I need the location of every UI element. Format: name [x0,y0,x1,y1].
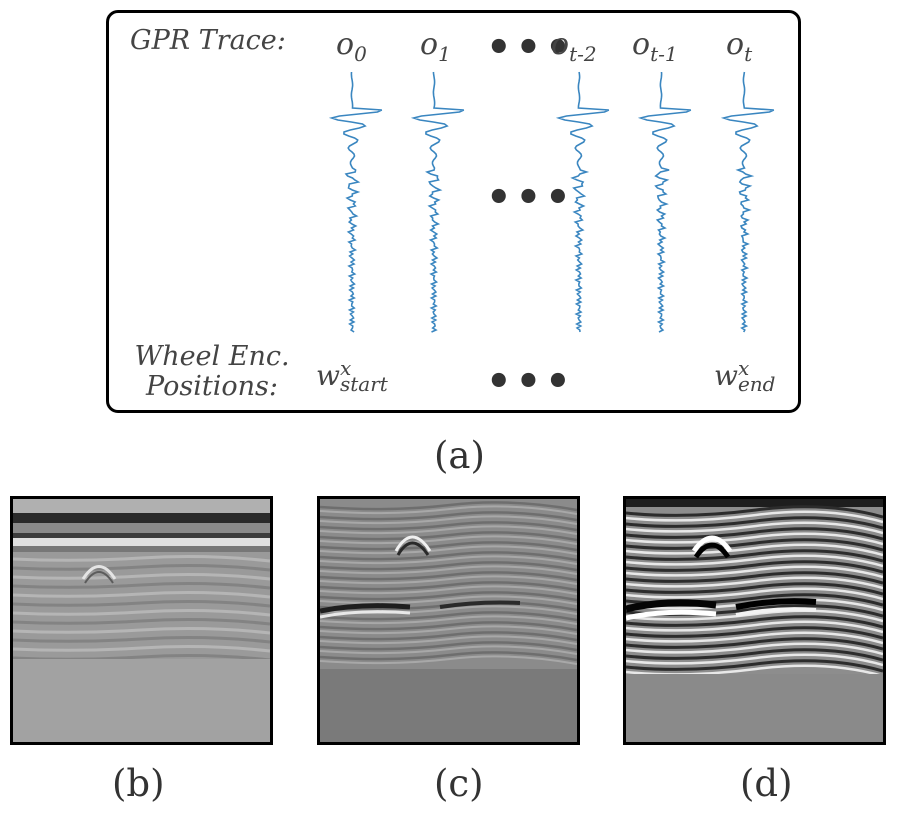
encoder-end-label: wx end [714,356,776,396]
encoder-start-label: wx start [316,356,388,396]
caption-c: (c) [434,762,484,805]
bscan-filtered [317,496,580,745]
obs-label-2: ot-2 [551,27,597,67]
bscan-raw [10,496,273,745]
encoder-row-label: Wheel Enc. Positions: [128,342,296,402]
trace-ellipsis: ••• [486,174,575,221]
gpr-trace-1 [410,71,465,333]
bscan-enhanced [623,496,886,745]
encoder-ellipsis: ••• [486,358,575,405]
gpr-traces [328,71,775,333]
obs-label-4: ot [726,27,753,67]
gpr-trace-0 [328,71,383,333]
encoder-row-label-line1: Wheel Enc. [134,341,290,372]
gpr-trace-4 [720,71,775,333]
panel-a-frame [106,10,801,413]
gpr-trace-2 [555,71,610,333]
caption-a: (a) [434,434,485,477]
encoder-row-label-line2: Positions: [146,371,278,402]
gpr-trace-3 [637,71,692,333]
obs-label-3: ot-1 [632,27,678,67]
trace-row-label: GPR Trace: [130,25,286,56]
obs-label-0: o0 [336,27,367,67]
obs-label-1: o1 [420,27,451,67]
caption-d: (d) [740,762,793,805]
caption-b: (b) [112,762,165,805]
